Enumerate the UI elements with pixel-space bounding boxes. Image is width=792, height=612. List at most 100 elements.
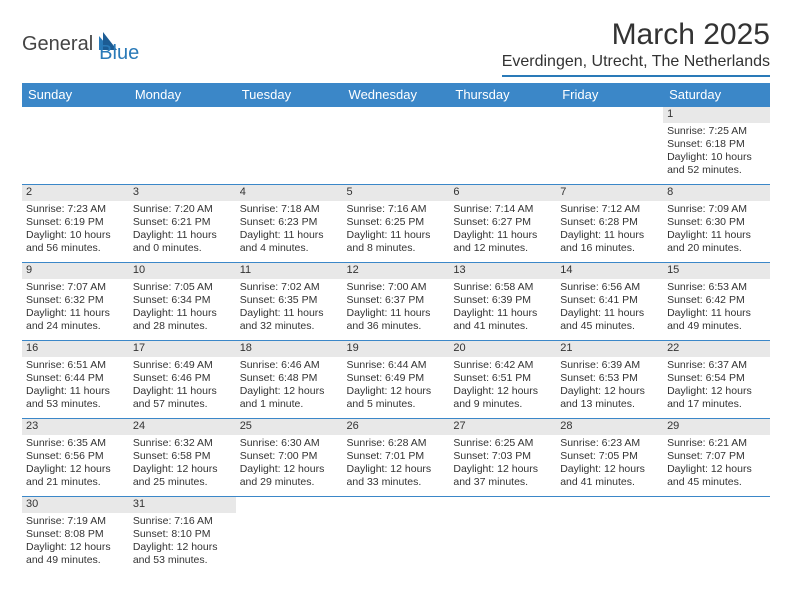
day-number: 30 xyxy=(22,497,129,513)
day-number: 29 xyxy=(663,419,770,435)
day-details: Sunrise: 6:37 AMSunset: 6:54 PMDaylight:… xyxy=(667,359,766,412)
day-number: 8 xyxy=(663,185,770,201)
calendar-day-cell: 28Sunrise: 6:23 AMSunset: 7:05 PMDayligh… xyxy=(556,419,663,497)
day-number: 1 xyxy=(663,107,770,123)
calendar-empty-cell xyxy=(556,497,663,575)
day-details: Sunrise: 6:28 AMSunset: 7:01 PMDaylight:… xyxy=(347,437,446,490)
day-number: 2 xyxy=(22,185,129,201)
calendar-empty-cell xyxy=(236,497,343,575)
calendar-empty-cell xyxy=(129,107,236,185)
calendar-day-cell: 11 Sunrise: 7:02 AMSunset: 6:35 PMDayligh… xyxy=(236,263,343,341)
day-details: Sunrise: 7:20 AMSunset: 6:21 PMDaylight:… xyxy=(133,203,232,256)
day-number: 20 xyxy=(449,341,556,357)
calendar-day-cell: 15 Sunrise: 6:53 AMSunset: 6:42 PMDayligh… xyxy=(663,263,770,341)
calendar-day-cell: 25Sunrise: 6:30 AMSunset: 7:00 PMDayligh… xyxy=(236,419,343,497)
day-number: 6 xyxy=(449,185,556,201)
location-subtitle: Everdingen, Utrecht, The Netherlands xyxy=(502,53,770,77)
day-number: 15 xyxy=(663,263,770,279)
day-details: Sunrise: 6:42 AMSunset: 6:51 PMDaylight:… xyxy=(453,359,552,412)
day-number: 17 xyxy=(129,341,236,357)
day-number: 27 xyxy=(449,419,556,435)
day-details: Sunrise: 7:16 AMSunset: 8:10 PMDaylight:… xyxy=(133,515,232,568)
header: General Blue March 2025 Everdingen, Utre… xyxy=(22,18,770,77)
day-number: 9 xyxy=(22,263,129,279)
day-details: Sunrise: 7:07 AMSunset: 6:32 PMDaylight:… xyxy=(26,281,125,334)
day-number: 3 xyxy=(129,185,236,201)
calendar-week-row: 9 Sunrise: 7:07 AMSunset: 6:32 PMDaylight… xyxy=(22,263,770,341)
weekday-header: Monday xyxy=(129,83,236,107)
calendar-empty-cell xyxy=(663,497,770,575)
day-number: 26 xyxy=(343,419,450,435)
calendar-day-cell: 19 Sunrise: 6:44 AMSunset: 6:49 PMDayligh… xyxy=(343,341,450,419)
day-details: Sunrise: 7:02 AMSunset: 6:35 PMDaylight:… xyxy=(240,281,339,334)
weekday-header: Friday xyxy=(556,83,663,107)
logo-text-blue: Blue xyxy=(99,42,139,64)
day-number: 14 xyxy=(556,263,663,279)
calendar-day-cell: 4 Sunrise: 7:18 AMSunset: 6:23 PMDaylight… xyxy=(236,185,343,263)
calendar-day-cell: 9 Sunrise: 7:07 AMSunset: 6:32 PMDaylight… xyxy=(22,263,129,341)
day-details: Sunrise: 6:58 AMSunset: 6:39 PMDaylight:… xyxy=(453,281,552,334)
day-number: 23 xyxy=(22,419,129,435)
calendar-day-cell: 7 Sunrise: 7:12 AMSunset: 6:28 PMDaylight… xyxy=(556,185,663,263)
calendar-empty-cell xyxy=(343,107,450,185)
calendar-week-row: 16Sunrise: 6:51 AMSunset: 6:44 PMDayligh… xyxy=(22,341,770,419)
day-number: 11 xyxy=(236,263,343,279)
day-details: Sunrise: 6:53 AMSunset: 6:42 PMDaylight:… xyxy=(667,281,766,334)
calendar-day-cell: 31 Sunrise: 7:16 AMSunset: 8:10 PMDayligh… xyxy=(129,497,236,575)
calendar-day-cell: 18Sunrise: 6:46 AMSunset: 6:48 PMDayligh… xyxy=(236,341,343,419)
day-details: Sunrise: 7:14 AMSunset: 6:27 PMDaylight:… xyxy=(453,203,552,256)
calendar-day-cell: 27Sunrise: 6:25 AMSunset: 7:03 PMDayligh… xyxy=(449,419,556,497)
calendar-empty-cell xyxy=(22,107,129,185)
day-details: Sunrise: 7:23 AMSunset: 6:19 PMDaylight:… xyxy=(26,203,125,256)
calendar-day-cell: 1 Sunrise: 7:25 AMSunset: 6:18 PMDaylight… xyxy=(663,107,770,185)
day-number: 4 xyxy=(236,185,343,201)
calendar-day-cell: 13Sunrise: 6:58 AMSunset: 6:39 PMDayligh… xyxy=(449,263,556,341)
day-details: Sunrise: 6:21 AMSunset: 7:07 PMDaylight:… xyxy=(667,437,766,490)
day-number: 7 xyxy=(556,185,663,201)
day-details: Sunrise: 6:32 AMSunset: 6:58 PMDaylight:… xyxy=(133,437,232,490)
calendar-day-cell: 3 Sunrise: 7:20 AMSunset: 6:21 PMDaylight… xyxy=(129,185,236,263)
logo: General Blue xyxy=(22,24,139,65)
day-number: 5 xyxy=(343,185,450,201)
day-details: Sunrise: 6:35 AMSunset: 6:56 PMDaylight:… xyxy=(26,437,125,490)
title-block: March 2025 Everdingen, Utrecht, The Neth… xyxy=(502,18,770,77)
calendar-empty-cell xyxy=(556,107,663,185)
calendar-day-cell: 10Sunrise: 7:05 AMSunset: 6:34 PMDayligh… xyxy=(129,263,236,341)
day-details: Sunrise: 7:25 AMSunset: 6:18 PMDaylight:… xyxy=(667,125,766,178)
day-details: Sunrise: 6:44 AMSunset: 6:49 PMDaylight:… xyxy=(347,359,446,412)
calendar-day-cell: 22 Sunrise: 6:37 AMSunset: 6:54 PMDayligh… xyxy=(663,341,770,419)
calendar-header-row: SundayMondayTuesdayWednesdayThursdayFrid… xyxy=(22,83,770,107)
day-number: 24 xyxy=(129,419,236,435)
day-number: 12 xyxy=(343,263,450,279)
day-number: 19 xyxy=(343,341,450,357)
calendar-day-cell: 6 Sunrise: 7:14 AMSunset: 6:27 PMDaylight… xyxy=(449,185,556,263)
day-number: 22 xyxy=(663,341,770,357)
weekday-header: Thursday xyxy=(449,83,556,107)
calendar-empty-cell xyxy=(343,497,450,575)
day-number: 18 xyxy=(236,341,343,357)
calendar-week-row: 23 Sunrise: 6:35 AMSunset: 6:56 PMDayligh… xyxy=(22,419,770,497)
day-details: Sunrise: 7:09 AMSunset: 6:30 PMDaylight:… xyxy=(667,203,766,256)
day-details: Sunrise: 7:18 AMSunset: 6:23 PMDaylight:… xyxy=(240,203,339,256)
day-number: 21 xyxy=(556,341,663,357)
calendar-day-cell: 20 Sunrise: 6:42 AMSunset: 6:51 PMDayligh… xyxy=(449,341,556,419)
day-number: 31 xyxy=(129,497,236,513)
day-details: Sunrise: 7:12 AMSunset: 6:28 PMDaylight:… xyxy=(560,203,659,256)
day-details: Sunrise: 7:16 AMSunset: 6:25 PMDaylight:… xyxy=(347,203,446,256)
day-details: Sunrise: 6:23 AMSunset: 7:05 PMDaylight:… xyxy=(560,437,659,490)
day-details: Sunrise: 7:05 AMSunset: 6:34 PMDaylight:… xyxy=(133,281,232,334)
day-details: Sunrise: 7:19 AMSunset: 8:08 PMDaylight:… xyxy=(26,515,125,568)
day-number: 16 xyxy=(22,341,129,357)
calendar-day-cell: 23 Sunrise: 6:35 AMSunset: 6:56 PMDayligh… xyxy=(22,419,129,497)
calendar-day-cell: 12Sunrise: 7:00 AMSunset: 6:37 PMDayligh… xyxy=(343,263,450,341)
day-number: 25 xyxy=(236,419,343,435)
calendar-empty-cell xyxy=(236,107,343,185)
day-details: Sunrise: 6:56 AMSunset: 6:41 PMDaylight:… xyxy=(560,281,659,334)
calendar-day-cell: 5 Sunrise: 7:16 AMSunset: 6:25 PMDaylight… xyxy=(343,185,450,263)
day-details: Sunrise: 6:49 AMSunset: 6:46 PMDaylight:… xyxy=(133,359,232,412)
weekday-header: Sunday xyxy=(22,83,129,107)
calendar-empty-cell xyxy=(449,107,556,185)
calendar-day-cell: 14 Sunrise: 6:56 AMSunset: 6:41 PMDayligh… xyxy=(556,263,663,341)
calendar-day-cell: 16Sunrise: 6:51 AMSunset: 6:44 PMDayligh… xyxy=(22,341,129,419)
calendar-table: SundayMondayTuesdayWednesdayThursdayFrid… xyxy=(22,83,770,575)
